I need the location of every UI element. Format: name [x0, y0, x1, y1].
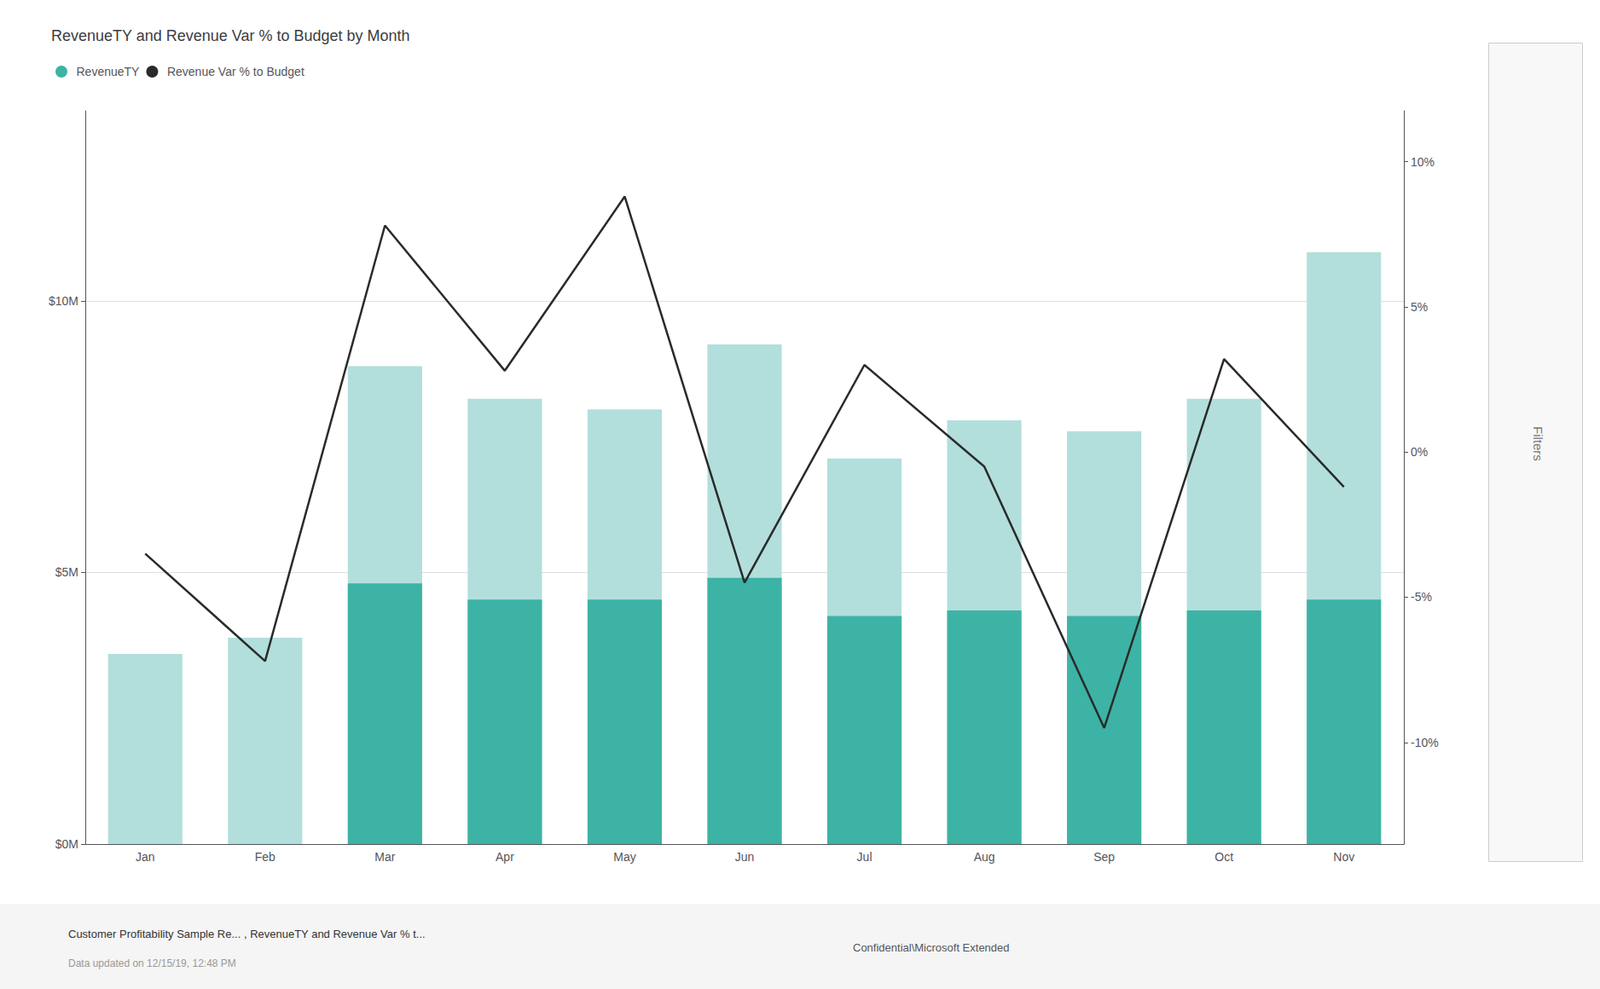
- svg-text:Feb: Feb: [255, 850, 276, 864]
- svg-text:RevenueTY: RevenueTY: [76, 64, 141, 79]
- svg-text:Jan: Jan: [135, 850, 156, 864]
- svg-text:0%: 0%: [1410, 445, 1428, 459]
- svg-text:Mar: Mar: [374, 850, 395, 864]
- svg-text:Oct: Oct: [1214, 850, 1234, 864]
- svg-text:-10%: -10%: [1410, 736, 1439, 750]
- svg-text:Revenue Var % to Budget: Revenue Var % to Budget: [167, 64, 305, 79]
- svg-text:Jun: Jun: [735, 850, 755, 864]
- svg-text:5%: 5%: [1410, 300, 1428, 314]
- svg-text:$10M: $10M: [48, 294, 79, 308]
- svg-text:Jul: Jul: [857, 850, 873, 864]
- svg-text:Sep: Sep: [1093, 850, 1115, 864]
- svg-text:-5%: -5%: [1410, 590, 1432, 604]
- svg-text:Filters: Filters: [1530, 426, 1546, 462]
- svg-text:$0M: $0M: [55, 837, 79, 852]
- svg-text:10%: 10%: [1410, 155, 1435, 169]
- svg-text:Nov: Nov: [1333, 850, 1355, 864]
- svg-text:RevenueTY and Revenue Var % to: RevenueTY and Revenue Var % to Budget by…: [51, 27, 411, 45]
- svg-text:Confidential\Microsoft Extende: Confidential\Microsoft Extended: [852, 941, 1010, 955]
- svg-text:$5M: $5M: [55, 565, 79, 580]
- svg-text:May: May: [613, 850, 636, 864]
- svg-text:Data updated on 12/15/19, 12:4: Data updated on 12/15/19, 12:48 PM: [68, 957, 237, 970]
- svg-text:Apr: Apr: [495, 850, 515, 864]
- svg-text:Customer Profitability Sample: Customer Profitability Sample Re... , Re…: [68, 927, 426, 941]
- svg-text:Aug: Aug: [973, 850, 996, 864]
